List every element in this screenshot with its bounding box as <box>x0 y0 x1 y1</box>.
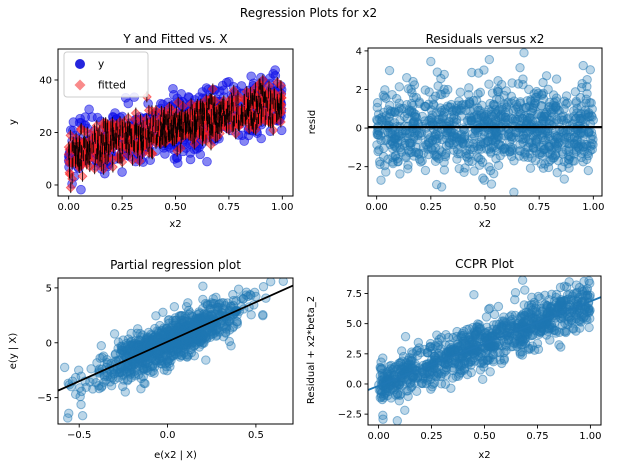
y-tick-label: 20 <box>39 128 52 139</box>
subplot-title-ccpr: CCPR Plot <box>455 257 514 271</box>
y-tick-label: −5 <box>37 393 52 404</box>
y-tick-label: −2 <box>347 162 362 173</box>
xlabel-ccpr: x2 <box>478 450 491 461</box>
xlabel-residuals: x2 <box>478 219 492 230</box>
y-tick-label: 7.5 <box>346 289 362 300</box>
x-tick-label: 0.50 <box>474 202 496 213</box>
x-tick-label: 0.25 <box>420 202 442 213</box>
y-tick-label: 0 <box>356 124 362 135</box>
scatter-points <box>374 276 595 425</box>
x-tick-label: 0.00 <box>366 202 388 213</box>
x-tick-label: 0.0 <box>160 430 176 441</box>
x-tick-label: 0.00 <box>58 202 80 213</box>
y-tick-label: 5.0 <box>346 319 362 330</box>
legend-marker-fitted <box>74 79 86 91</box>
x-tick-label: 0.75 <box>526 431 548 442</box>
ylabel-partial-regression: e(y | X) <box>8 332 19 370</box>
x-tick-label: 1.00 <box>271 202 293 213</box>
x-tick-label: 0.50 <box>473 431 495 442</box>
ci-vlines <box>68 74 283 194</box>
legend-marker-y <box>75 59 85 69</box>
ylabel-residuals: resid <box>307 109 318 135</box>
axis-ticks-partial-regression: −0.5 0.0 0.5 −5 0 5 <box>37 283 264 441</box>
subplot-title-residuals: Residuals versus x2 <box>425 32 545 46</box>
regression-line <box>58 284 293 392</box>
y-tick-label: 2.5 <box>346 349 362 360</box>
x-tick-label: 0.25 <box>111 202 133 213</box>
ylabel-y-and-fitted: y <box>8 119 19 125</box>
legend-box <box>63 51 149 98</box>
axis-ticks-residuals-vs-x2: 0.00 0.25 0.50 0.75 1.00 −2 0 2 4 <box>347 46 604 213</box>
y-tick-label: −2.5 <box>338 410 362 421</box>
axis-frame-partial-regression <box>57 277 294 425</box>
xlabel-partial-regression: e(x2 | X) <box>154 450 197 461</box>
plot-area-partial-regression <box>58 278 293 423</box>
axis-ticks-ccpr-plot: 0.00 0.25 0.50 0.75 1.00 −2.5 0.0 2.5 5.0 7.5 <box>338 289 602 442</box>
subplot-title-y-and-fitted: Y and Fitted vs. X <box>123 32 228 46</box>
y-tick-label: 0 <box>46 338 52 349</box>
subplot-title-partial-regression: Partial regression plot <box>110 258 241 272</box>
y-tick-label: 0 <box>46 180 52 191</box>
ccpr-line <box>368 296 601 391</box>
y-tick-label: 40 <box>39 75 52 86</box>
x-tick-label: 0.25 <box>420 431 442 442</box>
scatter-points <box>59 278 288 423</box>
legend-label-fitted: fitted <box>98 80 126 92</box>
plot-area-y-and-fitted-vs-x <box>63 65 287 195</box>
legend: y fitted <box>63 51 149 98</box>
figure-title: Regression Plots for x2 <box>239 6 378 20</box>
y-tick-label: 0.0 <box>346 379 362 390</box>
x-tick-label: 0.5 <box>248 430 264 441</box>
xlabel-y-and-fitted: x2 <box>169 219 182 230</box>
plot-area-residuals-vs-x2 <box>368 48 602 196</box>
ylabel-ccpr: Residual + x2*beta_2 <box>306 295 317 405</box>
x-tick-label: 0.75 <box>528 202 550 213</box>
x-tick-label: 0.50 <box>164 202 186 213</box>
plot-area-ccpr-plot <box>368 276 601 425</box>
y-tick-label: 5 <box>46 283 52 294</box>
x-tick-label: 1.00 <box>579 431 601 442</box>
legend-label-y: y <box>98 59 104 71</box>
axis-ticks-y-and-fitted-vs-x: 0.00 0.25 0.50 0.75 1.00 0 20 40 <box>39 75 293 213</box>
x-tick-label: 1.00 <box>582 202 604 213</box>
y-tick-label: 4 <box>356 46 362 57</box>
x-tick-label: 0.00 <box>367 431 389 442</box>
x-tick-label: −0.5 <box>67 430 91 441</box>
y-tick-label: 2 <box>356 85 362 96</box>
x-tick-label: 0.75 <box>218 202 240 213</box>
